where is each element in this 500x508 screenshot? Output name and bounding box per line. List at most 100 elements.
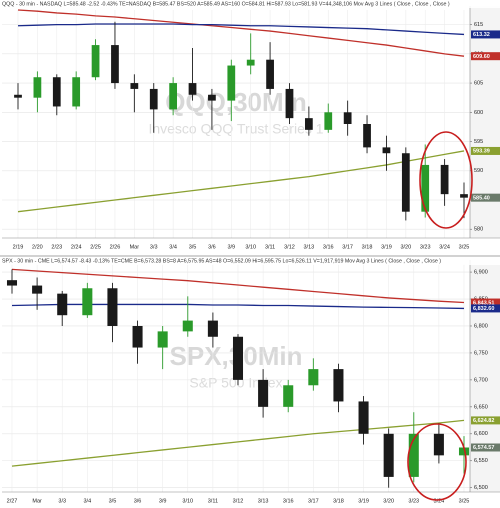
x-tick-label: 2/25 [90,244,101,250]
price-tag-label: 613.32 [473,32,490,38]
candle-body [107,288,118,326]
price-tag-label: 593.39 [473,149,490,155]
candle-body [460,194,468,198]
x-tick-label: 3/9 [227,244,235,250]
y-tick-label: 6,550 [474,458,488,464]
y-tick-label: 615 [474,22,483,28]
x-tick-label: Mar [32,498,42,504]
x-tick-label: 3/5 [189,244,197,250]
y-tick-label: 580 [474,227,483,233]
y-tick-label: 6,800 [474,323,488,329]
candle-body [232,336,244,380]
x-tick-label: 2/27 [7,498,18,504]
price-tag [471,193,500,202]
price-axis-bg [470,260,500,492]
moving-average [11,419,465,467]
x-tick-label: 3/16 [323,244,334,250]
candle-body [227,65,236,101]
x-tick-label: 3/4 [169,244,177,250]
x-tick-label: 3/16 [283,498,294,504]
x-tick-label: 3/18 [333,498,344,504]
highlight-circle [419,131,473,229]
x-tick-label: 3/6 [208,244,216,250]
candle-body [169,83,178,110]
x-tick-label: 3/11 [208,498,218,504]
header-bg [0,257,500,265]
candle-body [408,433,419,477]
x-tick-label: 2/23 [51,244,62,250]
x-tick-label: 3/11 [265,244,275,250]
candle-body [363,124,371,148]
x-tick-label: 3/23 [420,244,431,250]
price-tag [471,52,500,61]
x-tick-label: Mar [130,244,140,250]
x-tick-label: 2/19 [13,244,24,250]
candle-body [14,94,22,98]
price-tag [471,146,500,155]
x-tick-label: 3/25 [459,498,470,504]
price-tag-label: 6,832.60 [473,306,494,312]
x-tick-label: 3/6 [134,498,142,504]
candle-body [343,112,352,124]
header-bg [0,0,500,8]
watermark-subtitle: Invesco QQQ Trust Series 1 [148,121,323,137]
x-tick-label: 3/12 [284,244,295,250]
candle-body [358,401,369,434]
candle-body [458,447,470,456]
x-tick-label: 3/10 [182,498,193,504]
candle-body [324,112,333,130]
x-tick-label: 3/18 [362,244,373,250]
moving-average [17,23,465,36]
candle-body [72,77,81,107]
candle-body [333,369,344,402]
x-tick-label: 2/26 [110,244,121,250]
x-tick-label: 2/20 [32,244,43,250]
candle-body [440,164,449,195]
x-tick-label: 3/5 [109,498,117,504]
candle-body [208,94,216,101]
price-tag [471,304,500,313]
candle-body [421,164,430,212]
candle-body [33,77,42,98]
price-tag [471,30,500,39]
candle-body [285,88,294,119]
candle-body [258,379,269,407]
y-tick-label: 6,600 [474,431,488,437]
y-tick-label: 6,750 [474,350,488,356]
header: SPX - 30 min - CME L=6,574.57 -8.43 -0.1… [2,258,441,264]
x-tick-label: 3/3 [58,498,66,504]
candle-body [111,45,119,84]
x-tick-label: 3/20 [383,498,394,504]
x-tick-label: 3/3 [150,244,158,250]
candle-body [149,88,158,110]
price-tag-label: 6,624.82 [473,418,494,424]
moving-average [11,268,465,304]
candle-body [382,147,391,154]
y-tick-label: 6,700 [474,377,488,383]
x-tick-label: 3/25 [459,244,470,250]
x-tick-label: 3/19 [381,244,392,250]
x-tick-label: 3/10 [245,244,256,250]
x-tick-label: 3/19 [358,498,369,504]
y-tick-label: 6,900 [474,270,488,276]
price-tag-label: 6,843.51 [473,300,494,306]
x-tick-label: 3/12 [233,498,244,504]
price-tag [471,443,500,452]
header: QQQ - 30 min - NASDAQ L=585.48 -2.52 -0.… [2,1,450,7]
x-tick-label: 3/24 [434,498,445,504]
x-tick-label: 2/24 [71,244,82,250]
x-tick-label: 3/17 [308,498,319,504]
price-tag [471,298,500,307]
y-tick-label: 590 [474,168,483,174]
moving-average [17,9,465,57]
candle-body [304,118,313,130]
candle-body [266,59,274,89]
price-tag [471,416,500,425]
y-tick-label: 600 [474,110,483,116]
x-tick-label: 3/4 [84,498,92,504]
candle-body [130,83,139,89]
candle-body [6,280,18,286]
